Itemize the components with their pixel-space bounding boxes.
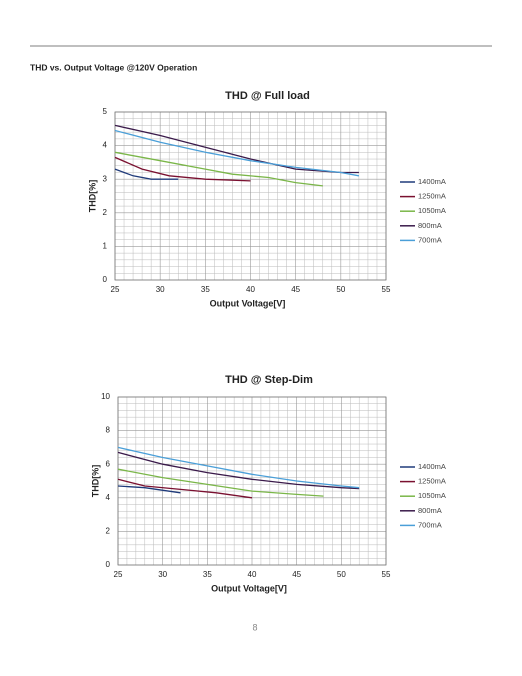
x-tick-label: 55 bbox=[382, 570, 391, 579]
legend-label: 1400mA bbox=[418, 177, 446, 186]
x-tick-label: 35 bbox=[201, 285, 210, 294]
x-tick-label: 25 bbox=[114, 570, 123, 579]
series-line bbox=[117, 446, 360, 489]
legend-label: 1400mA bbox=[418, 462, 446, 471]
x-axis-label: Output Voltage[V] bbox=[210, 298, 286, 308]
x-tick-label: 25 bbox=[111, 285, 120, 294]
series-line bbox=[114, 168, 179, 180]
y-tick-label: 1 bbox=[103, 242, 108, 251]
legend-label: 700mA bbox=[418, 235, 442, 244]
legend-label: 700mA bbox=[418, 520, 442, 529]
x-tick-label: 45 bbox=[291, 285, 300, 294]
page-heading: THD vs. Output Voltage @120V Operation bbox=[30, 62, 197, 72]
y-tick-label: 4 bbox=[103, 141, 108, 150]
y-tick-label: 2 bbox=[106, 527, 111, 536]
x-tick-label: 50 bbox=[337, 570, 346, 579]
y-tick-label: 8 bbox=[106, 426, 111, 435]
legend-label: 800mA bbox=[418, 506, 442, 515]
page-number: 8 bbox=[252, 622, 257, 632]
legend-label: 800mA bbox=[418, 221, 442, 230]
series-line bbox=[114, 151, 323, 187]
x-tick-label: 45 bbox=[292, 570, 301, 579]
y-tick-label: 6 bbox=[106, 459, 111, 468]
x-axis-label: Output Voltage[V] bbox=[211, 583, 287, 593]
y-tick-label: 5 bbox=[103, 107, 108, 116]
y-tick-label: 2 bbox=[103, 208, 108, 217]
chart-title: THD @ Step-Dim bbox=[225, 374, 313, 386]
x-tick-label: 35 bbox=[203, 570, 212, 579]
y-tick-label: 10 bbox=[101, 392, 110, 401]
plot-frame bbox=[117, 396, 387, 566]
y-axis-label: THD[%] bbox=[87, 180, 97, 213]
legend-label: 1050mA bbox=[418, 491, 446, 500]
series-line bbox=[117, 468, 324, 497]
x-tick-label: 50 bbox=[336, 285, 345, 294]
y-axis-label: THD[%] bbox=[90, 465, 100, 498]
legend-label: 1250mA bbox=[418, 192, 446, 201]
y-tick-label: 0 bbox=[106, 560, 111, 569]
series-line bbox=[117, 478, 253, 499]
chart-title: THD @ Full load bbox=[225, 90, 310, 102]
series-line bbox=[117, 485, 181, 494]
x-tick-label: 30 bbox=[156, 285, 165, 294]
y-tick-label: 3 bbox=[103, 174, 108, 183]
legend-label: 1050mA bbox=[418, 206, 446, 215]
y-tick-label: 4 bbox=[106, 493, 111, 502]
x-tick-label: 40 bbox=[246, 285, 255, 294]
x-tick-label: 40 bbox=[248, 570, 257, 579]
series-line bbox=[117, 451, 360, 490]
y-tick-label: 0 bbox=[103, 275, 108, 284]
x-tick-label: 30 bbox=[158, 570, 167, 579]
x-tick-label: 55 bbox=[382, 285, 391, 294]
plot-frame bbox=[114, 111, 387, 281]
legend-label: 1250mA bbox=[418, 477, 446, 486]
series-line bbox=[114, 156, 251, 182]
series-line bbox=[114, 129, 360, 177]
